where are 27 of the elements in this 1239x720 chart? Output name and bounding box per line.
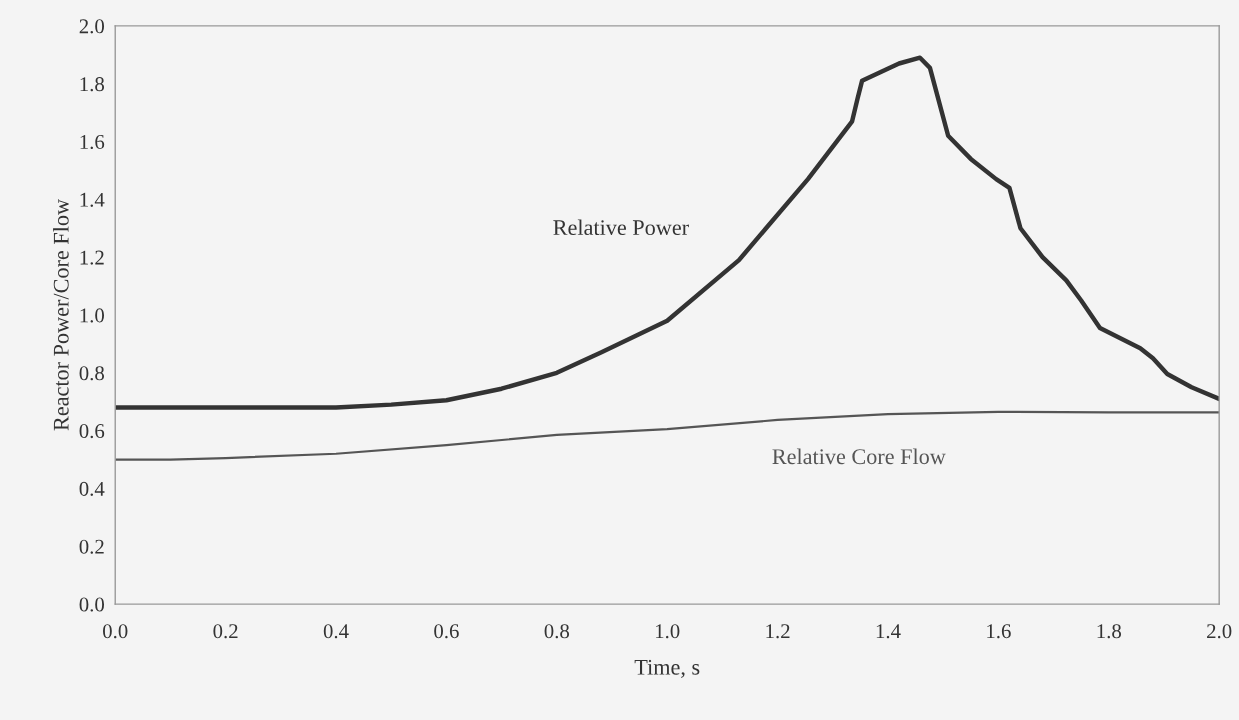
y-tick-label: 1.8 bbox=[80, 77, 105, 92]
x-tick-label: 0.4 bbox=[323, 624, 349, 639]
y-tick-label: 1.2 bbox=[80, 250, 104, 265]
y-tick-label: 0.6 bbox=[79, 424, 105, 439]
y-tick-label: 0.2 bbox=[79, 539, 104, 554]
x-tick-label: 0.6 bbox=[434, 624, 459, 639]
y-tick-label: 2.0 bbox=[79, 19, 105, 34]
x-tick-label: 0.2 bbox=[213, 624, 238, 639]
y-tick-label: 1.6 bbox=[80, 134, 105, 150]
x-tick-label: 1.6 bbox=[987, 624, 1011, 639]
y-tick-label: 0.0 bbox=[79, 597, 105, 612]
line-series bbox=[115, 55, 1220, 410]
x-tick-label: 2.0 bbox=[1207, 624, 1232, 639]
text: Relative Power bbox=[553, 219, 689, 236]
x-tick-label: 0.0 bbox=[103, 624, 128, 639]
x-tick-label: 1.2 bbox=[766, 624, 790, 639]
x-axis-title: Time, s bbox=[634, 659, 700, 678]
y-tick-label: 0.4 bbox=[79, 481, 105, 496]
x-tick-label: 1.0 bbox=[656, 624, 680, 639]
x-tick-label: 0.8 bbox=[544, 624, 570, 639]
y-tick-label: 1.0 bbox=[80, 308, 105, 323]
x-tick-label: 1.4 bbox=[876, 624, 901, 639]
y-tick-label: 0.8 bbox=[79, 366, 105, 381]
series-label: Relative Core Flow bbox=[772, 448, 946, 465]
y-axis-title: Reactor Power/Core Flow bbox=[53, 199, 69, 431]
x-tick-label: 1.8 bbox=[1097, 624, 1122, 639]
y-tick-label: 1.4 bbox=[80, 192, 105, 207]
